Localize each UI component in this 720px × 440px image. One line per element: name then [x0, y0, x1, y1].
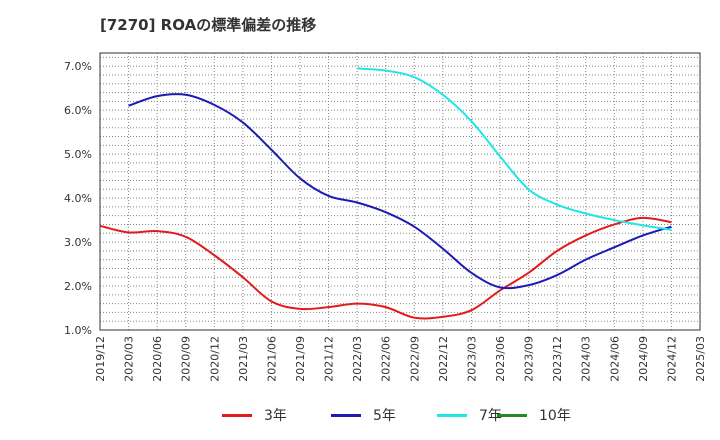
y-tick-label: 5.0%	[64, 148, 92, 161]
x-tick-label: 2022/06	[380, 336, 393, 382]
x-tick-label: 2020/12	[208, 336, 221, 382]
plot-area	[99, 52, 701, 331]
legend-swatch	[331, 413, 361, 417]
legend-item: 5年	[331, 404, 396, 426]
y-tick-label: 6.0%	[64, 104, 92, 117]
y-tick-label: 1.0%	[64, 324, 92, 337]
x-tick-label: 2024/09	[637, 336, 650, 382]
x-tick-label: 2020/06	[151, 336, 164, 382]
legend-item: 3年	[222, 404, 287, 426]
legend-swatch	[497, 413, 527, 417]
legend-swatch	[222, 413, 252, 417]
legend-label: 7年	[479, 408, 502, 424]
legend-item: 10年	[497, 404, 571, 426]
x-tick-label: 2022/09	[408, 336, 421, 382]
x-tick-label: 2023/03	[465, 336, 478, 382]
x-tick-label: 2023/09	[523, 336, 536, 382]
series-line-3年	[99, 216, 672, 320]
grid	[100, 53, 700, 330]
x-tick-label: 2019/12	[94, 336, 107, 382]
x-tick-label: 2020/03	[123, 336, 136, 382]
legend-label: 3年	[264, 408, 287, 424]
series-group	[99, 67, 672, 320]
x-tick-label: 2022/03	[351, 336, 364, 382]
y-tick-label: 2.0%	[64, 280, 92, 293]
x-tick-label: 2020/09	[180, 336, 193, 382]
x-tick-label: 2025/03	[694, 336, 707, 382]
x-tick-label: 2024/06	[608, 336, 621, 382]
series-line-7年	[357, 67, 672, 231]
x-tick-label: 2021/03	[237, 336, 250, 382]
legend-item: 7年	[437, 404, 502, 426]
x-tick-label: 2023/12	[551, 336, 564, 382]
legend-label: 10年	[539, 408, 571, 424]
y-tick-label: 4.0%	[64, 192, 92, 205]
x-tick-label: 2024/12	[665, 336, 678, 382]
x-axis: 2019/12 2020/03 2020/06 2020/09 2020/12 2021/…	[94, 336, 707, 382]
legend-swatch	[437, 413, 467, 417]
x-tick-label: 2023/06	[494, 336, 507, 382]
x-tick-label: 2024/03	[580, 336, 593, 382]
y-tick-label: 3.0%	[64, 236, 92, 249]
x-tick-label: 2021/09	[294, 336, 307, 382]
x-tick-label: 2021/12	[323, 336, 336, 382]
chart-title: [7270] ROAの標準偏差の推移	[100, 16, 317, 34]
legend: 3年 5年 7年 10年	[0, 404, 720, 426]
x-tick-label: 2021/06	[265, 336, 278, 382]
legend-label: 5年	[373, 408, 396, 424]
y-axis: 1.0% 2.0% 3.0% 4.0% 5.0% 6.0% 7.0%	[64, 60, 92, 337]
y-tick-label: 7.0%	[64, 60, 92, 73]
x-tick-label: 2022/12	[437, 336, 450, 382]
series-line-5年	[128, 93, 672, 290]
